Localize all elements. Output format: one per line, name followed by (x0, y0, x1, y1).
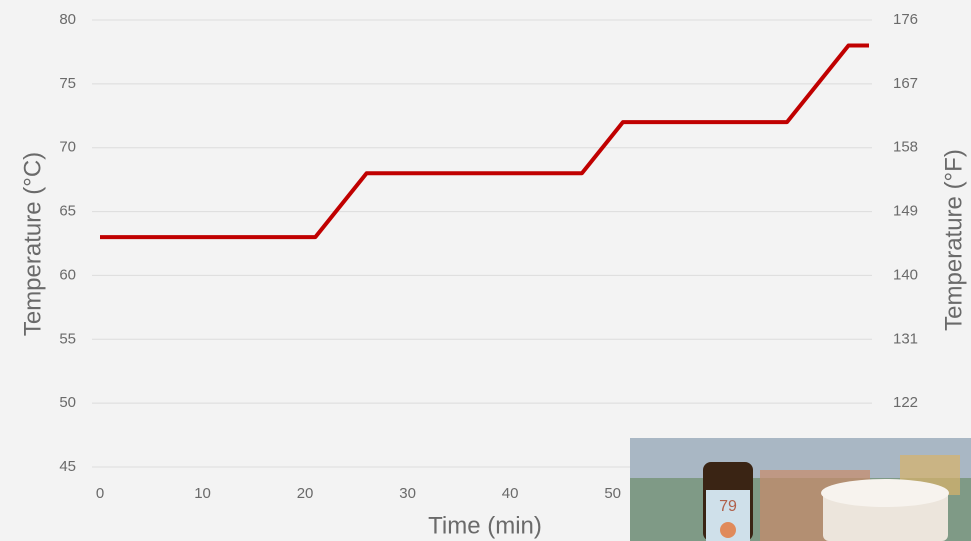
x-tick-label: 50 (604, 485, 621, 502)
x-tick-label: 20 (297, 485, 314, 502)
temperature-line (100, 43, 869, 240)
y2-tick-label: 158 (893, 139, 918, 156)
y-tick-label: 60 (59, 266, 76, 283)
y2-tick-label: 167 (893, 75, 918, 92)
x-tick-label: 40 (502, 485, 519, 502)
y-tick-label: 65 (59, 203, 76, 220)
y2-tick-label: 176 (893, 11, 918, 28)
bottle-logo (720, 522, 736, 538)
y-tick-label: 80 (59, 11, 76, 28)
y-tick-label: 75 (59, 75, 76, 92)
plot: 45 50 55 60 65 70 75 80 122 131 140 149 158 167 176 0 10… (59, 11, 918, 502)
bottle-label: 79 (719, 498, 737, 515)
x-tick-label: 30 (399, 485, 416, 502)
y-tick-label: 50 (59, 394, 76, 411)
y-tick-label: 70 (59, 139, 76, 156)
foam (821, 479, 949, 507)
y2-tick-label: 149 (893, 203, 918, 220)
y-tick-label: 45 (59, 458, 76, 475)
x-tick-label: 10 (194, 485, 211, 502)
x-axis-title: Time (min) (428, 512, 542, 539)
y2-tick-label: 131 (893, 330, 918, 347)
y2-tick-label: 140 (893, 266, 918, 283)
y-tick-label: 55 (59, 330, 76, 347)
y2-tick-label: 122 (893, 394, 918, 411)
x-tick-label: 0 (96, 485, 104, 502)
y2-axis-title: Temperature (°F) (940, 149, 967, 331)
y-axis-title: Temperature (°C) (19, 152, 46, 336)
photo: 79 (630, 438, 971, 541)
